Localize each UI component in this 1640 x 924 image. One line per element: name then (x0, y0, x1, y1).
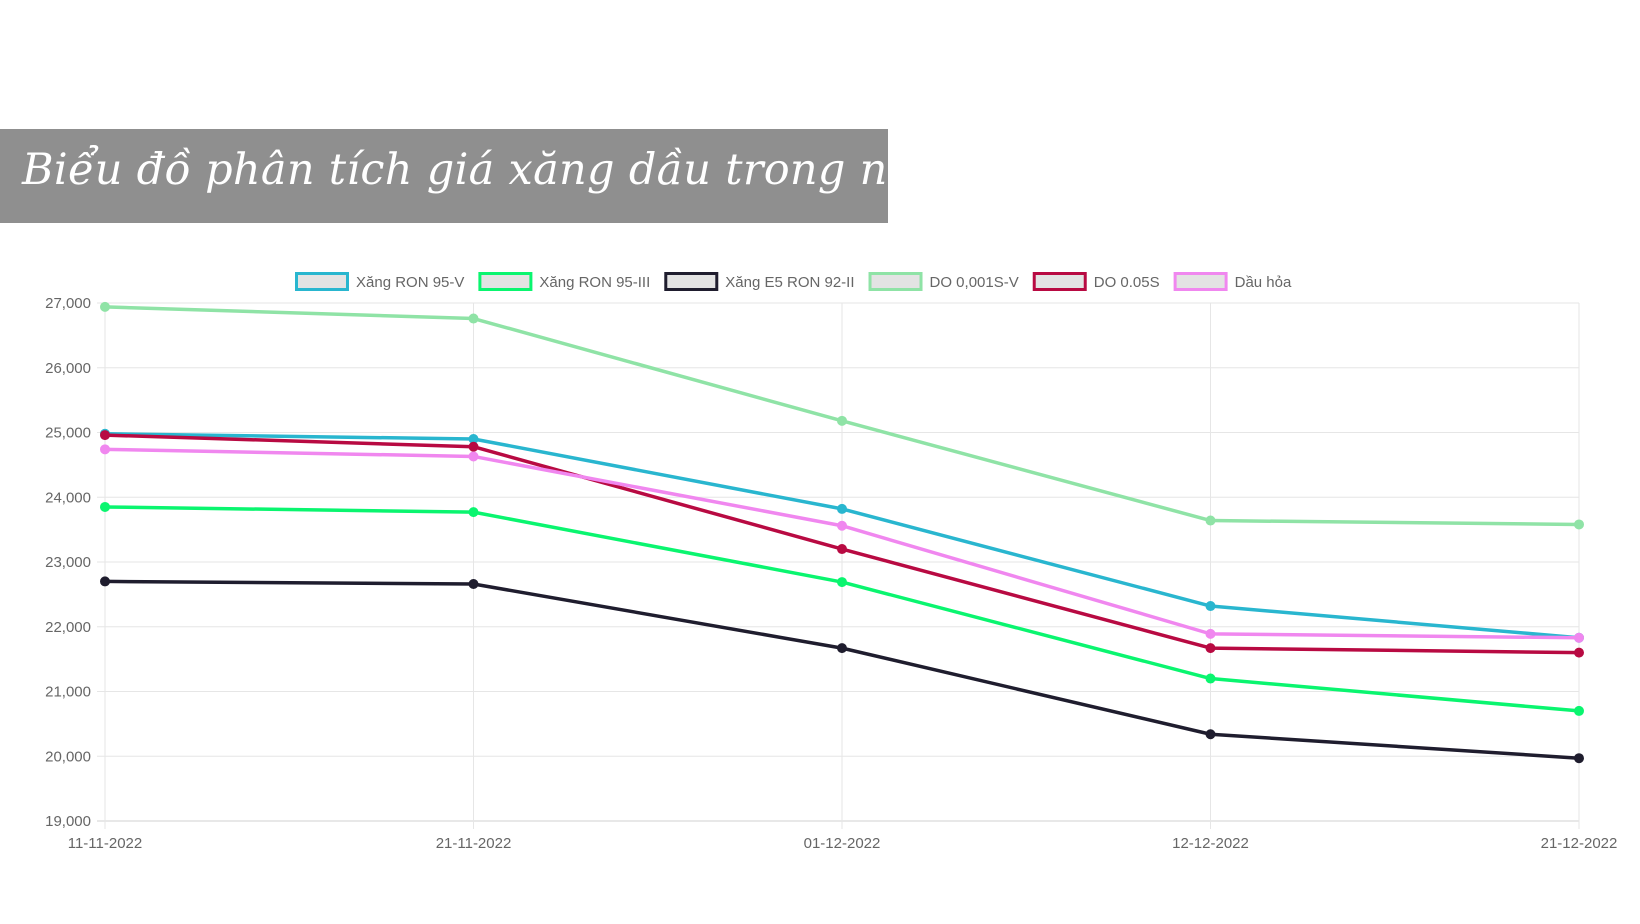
y-tick-label: 23,000 (45, 554, 91, 571)
legend-swatch (1173, 272, 1228, 291)
data-point (1574, 753, 1584, 764)
legend-label: Xăng RON 95-V (356, 274, 464, 291)
data-point (1574, 519, 1584, 530)
series-4 (100, 430, 1584, 658)
x-tick-label: 12-12-2022 (1172, 835, 1249, 852)
data-point (1205, 515, 1216, 526)
legend: Xăng RON 95-V Xăng RON 95-III Xăng E5 RON … (295, 272, 1292, 291)
legend-swatch (868, 272, 923, 291)
data-point (468, 451, 479, 462)
series-1 (100, 501, 1584, 716)
data-point (837, 520, 847, 531)
y-tick-label: 27,000 (45, 295, 91, 312)
legend-label: Xăng E5 RON 92-II (725, 274, 854, 291)
legend-item: Dầu hỏa (1173, 272, 1292, 291)
legend-label: DO 0,001S-V (930, 274, 1019, 291)
series-5 (100, 444, 1584, 643)
data-point (1574, 705, 1584, 716)
y-tick-label: 22,000 (45, 619, 91, 636)
data-point (100, 501, 110, 512)
x-tick-label: 11-11-2022 (68, 835, 143, 852)
legend-swatch (295, 272, 349, 291)
x-tick-label: 21-11-2022 (436, 835, 512, 852)
legend-item: Xăng RON 95-III (478, 272, 650, 291)
legend-label: Xăng RON 95-III (539, 274, 650, 291)
page-title: Biểu đồ phân tích giá xăng dầu trong nướ… (22, 145, 967, 195)
data-point (1205, 601, 1216, 612)
legend-swatch (1032, 272, 1087, 291)
y-tick-label: 26,000 (45, 360, 91, 377)
data-point (1205, 673, 1216, 684)
data-point (837, 544, 847, 555)
legend-swatch (664, 272, 719, 291)
data-point (837, 643, 847, 654)
y-tick-label: 25,000 (45, 425, 91, 442)
y-tick-label: 21,000 (45, 684, 91, 701)
data-point (1574, 632, 1584, 643)
series-3 (100, 301, 1584, 530)
data-point (837, 415, 847, 426)
y-tick-label: 24,000 (45, 489, 91, 506)
legend-item: Xăng RON 95-V (295, 272, 464, 291)
legend-label: DO 0.05S (1094, 274, 1160, 291)
data-point (837, 503, 847, 514)
data-point (837, 577, 847, 588)
legend-item: Xăng E5 RON 92-II (664, 272, 855, 291)
data-point (100, 444, 110, 455)
series-2 (100, 576, 1584, 764)
data-point (100, 430, 110, 441)
legend-label: Dầu hỏa (1235, 274, 1292, 291)
data-point (468, 579, 479, 590)
data-point (468, 313, 479, 324)
legend-item: DO 0.05S (1032, 272, 1160, 291)
y-tick-label: 20,000 (45, 748, 91, 765)
data-point (468, 507, 479, 518)
data-point (100, 576, 110, 587)
legend-item: DO 0,001S-V (868, 272, 1019, 291)
x-tick-label: 01-12-2022 (804, 835, 881, 852)
data-point (1205, 643, 1216, 654)
x-tick-label: 21-12-2022 (1541, 835, 1618, 852)
data-point (1574, 647, 1584, 658)
title-banner: Biểu đồ phân tích giá xăng dầu trong nướ… (0, 129, 966, 223)
data-point (1205, 729, 1216, 740)
data-point (1205, 628, 1216, 639)
data-point (100, 301, 110, 312)
legend-swatch (478, 272, 533, 291)
data-point (468, 441, 479, 452)
y-tick-label: 19,000 (45, 813, 91, 830)
